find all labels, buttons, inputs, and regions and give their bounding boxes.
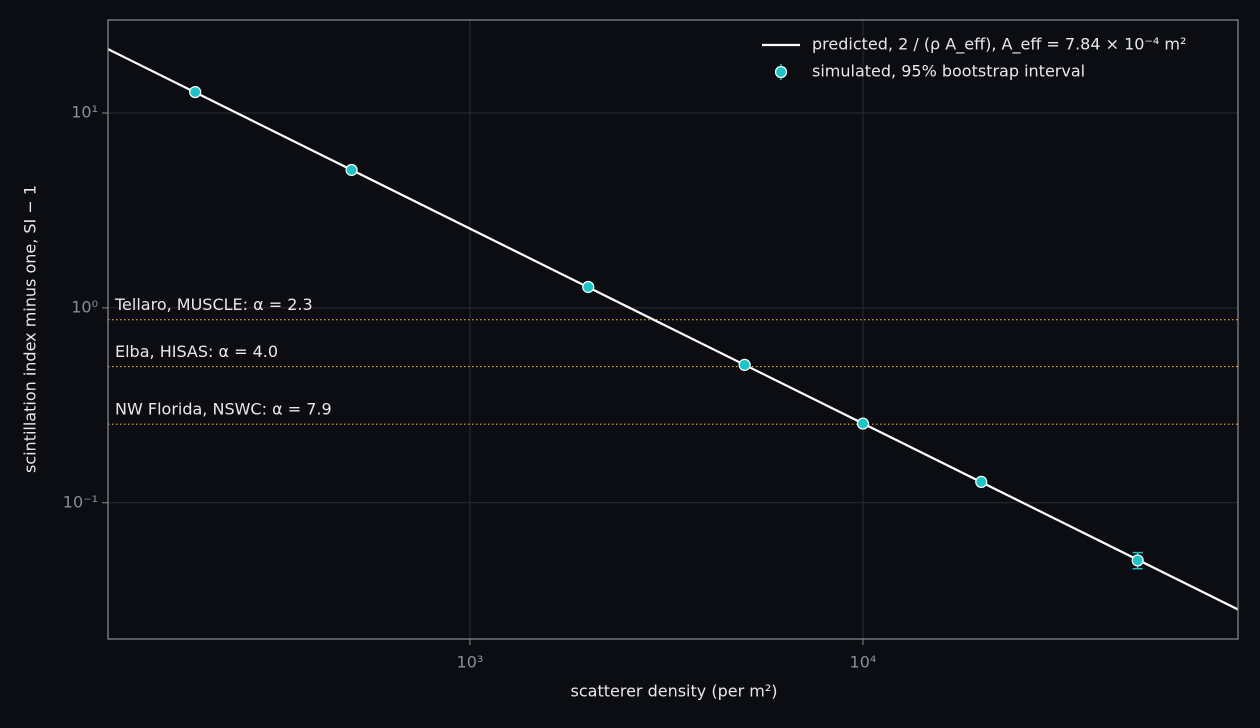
- data-point: [975, 475, 988, 488]
- legend-label: simulated, 95% bootstrap interval: [812, 62, 1085, 81]
- reference-label: NW Florida, NSWC: α = 7.9: [115, 400, 332, 419]
- data-point: [1131, 554, 1144, 567]
- y-axis-label: scintillation index minus one, SI − 1: [21, 185, 40, 473]
- plot-frame: [107, 19, 1239, 640]
- series-line: [108, 48, 1238, 611]
- data-point: [345, 163, 358, 177]
- reference-label: Elba, HISAS: α = 4.0: [115, 342, 278, 361]
- x-tick-label: 10³: [457, 653, 484, 672]
- data-point: [856, 417, 870, 430]
- x-tick-label: 10⁴: [850, 653, 877, 672]
- data-point: [189, 85, 202, 99]
- y-tick-label: 10⁻¹: [63, 492, 98, 511]
- reference-label: Tellaro, MUSCLE: α = 2.3: [114, 295, 313, 314]
- data-point: [738, 358, 751, 371]
- y-tick-label: 10¹: [71, 102, 98, 121]
- legend-label: predicted, 2 / (ρ A_eff), A_eff = 7.84 ×…: [812, 35, 1186, 55]
- data-point: [582, 280, 595, 294]
- x-axis-label: scatterer density (per m²): [571, 682, 778, 701]
- y-tick-label: 10⁰: [71, 297, 98, 316]
- legend-swatch: [774, 65, 788, 79]
